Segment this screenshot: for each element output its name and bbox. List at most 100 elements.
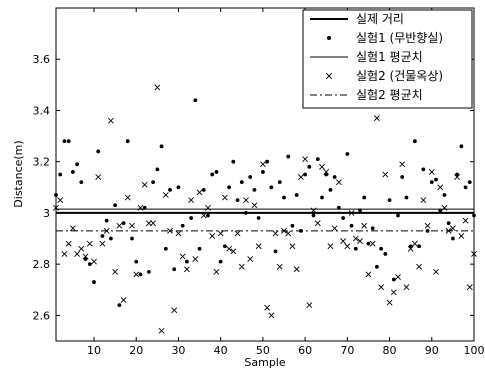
- exp2-point: [188, 197, 195, 204]
- exp1-point: [459, 144, 464, 149]
- exp2-point: [175, 230, 182, 237]
- exp2-point: [357, 238, 363, 245]
- exp1-point: [130, 236, 134, 241]
- exp1-point: [472, 213, 476, 218]
- legend-swatch-exp2: [325, 72, 333, 80]
- exp1-point: [134, 259, 139, 264]
- exp2-point: [205, 204, 211, 211]
- exp2-point: [420, 197, 427, 204]
- exp1-point: [463, 185, 468, 190]
- exp1-point: [455, 172, 460, 177]
- exp1-point: [387, 198, 392, 203]
- x-tick-label: 60: [298, 344, 312, 357]
- exp2-point: [65, 240, 72, 247]
- legend-label: 실험1 (무반향실): [356, 31, 443, 45]
- exp2-point: [53, 204, 59, 211]
- exp1-point: [142, 205, 147, 210]
- legend-swatch-exp1: [327, 36, 331, 40]
- exp2-point: [124, 194, 131, 201]
- exp2-point: [462, 217, 469, 224]
- exp2-point: [449, 225, 456, 232]
- exp1-point: [421, 167, 426, 172]
- exp2-point: [323, 169, 330, 175]
- exp2-point: [217, 230, 224, 237]
- exp2-point: [369, 240, 376, 247]
- legend-box: [302, 9, 473, 109]
- exp1-point: [391, 277, 396, 282]
- exp1-point: [189, 216, 194, 220]
- exp2-point: [382, 171, 389, 178]
- exp2-point: [255, 243, 262, 250]
- exp2-point: [99, 240, 106, 247]
- exp1-point: [328, 187, 333, 192]
- exp2-point: [74, 250, 81, 257]
- exp1-point: [446, 221, 451, 226]
- exp1-point: [193, 98, 198, 103]
- exp2-point: [365, 271, 372, 278]
- exp2-point: [78, 245, 85, 252]
- exp1-point: [121, 221, 126, 226]
- exp1-point: [96, 149, 101, 154]
- exp2-point: [466, 284, 473, 291]
- exp1-point: [75, 162, 80, 167]
- exp1-point: [336, 205, 341, 210]
- exp2-point: [259, 161, 266, 168]
- exp2-point: [335, 179, 342, 186]
- exp2-point: [458, 233, 465, 239]
- exp2-point: [264, 304, 271, 311]
- exp1-point: [184, 259, 189, 264]
- exp2-point: [386, 299, 393, 306]
- exp1-point: [370, 226, 375, 231]
- exp1-point: [277, 180, 282, 185]
- exp2-point: [230, 248, 237, 255]
- exp1-point: [244, 211, 248, 215]
- exp2-point: [306, 302, 313, 309]
- y-tick-label: 3.4: [33, 104, 51, 117]
- exp1-point: [324, 172, 329, 177]
- exp1-point: [235, 198, 240, 203]
- exp1-point: [467, 180, 472, 185]
- exp1-point: [332, 175, 337, 179]
- exp1-point: [222, 244, 227, 249]
- exp2-point: [471, 250, 477, 257]
- exp1-point: [408, 244, 413, 249]
- exp2-point: [167, 227, 173, 234]
- exp2-point: [112, 268, 119, 275]
- exp2-point: [61, 250, 68, 257]
- exp2-point: [116, 222, 123, 229]
- exp1-point: [201, 187, 206, 192]
- exp2-point: [454, 174, 461, 180]
- exp2-point: [340, 238, 347, 245]
- exp2-point: [247, 256, 254, 262]
- exp1-point: [117, 303, 122, 308]
- exp2-point: [200, 212, 207, 219]
- exp2-point: [276, 263, 283, 270]
- exp2-point: [145, 220, 152, 227]
- reference-lines: [56, 208, 474, 232]
- exp2-point: [319, 163, 325, 170]
- x-tick-label: 70: [340, 344, 354, 357]
- exp1-point: [138, 272, 143, 277]
- exp2-point: [158, 327, 165, 334]
- exp2-point: [310, 207, 317, 214]
- exp1-point: [62, 139, 67, 144]
- exp2-point: [150, 220, 157, 227]
- exp2-point: [373, 115, 380, 122]
- exp1-point: [269, 185, 274, 190]
- exp2-point: [293, 266, 300, 273]
- exp1-point: [159, 144, 164, 149]
- exp1-point: [151, 180, 156, 185]
- exp1-point: [214, 170, 219, 174]
- exp2-point: [285, 230, 292, 237]
- exp1-point: [366, 241, 371, 246]
- exp1-point: [404, 195, 409, 200]
- exp2-point: [171, 307, 178, 314]
- exp1-point: [176, 185, 181, 190]
- exp2-point: [378, 284, 385, 291]
- y-axis-label: Distance(m): [12, 140, 25, 207]
- exp1-point: [345, 152, 350, 156]
- exp1-point: [442, 193, 447, 197]
- exp1-point: [83, 257, 88, 261]
- exp1-point: [379, 246, 384, 251]
- x-tick-label: 80: [383, 344, 397, 357]
